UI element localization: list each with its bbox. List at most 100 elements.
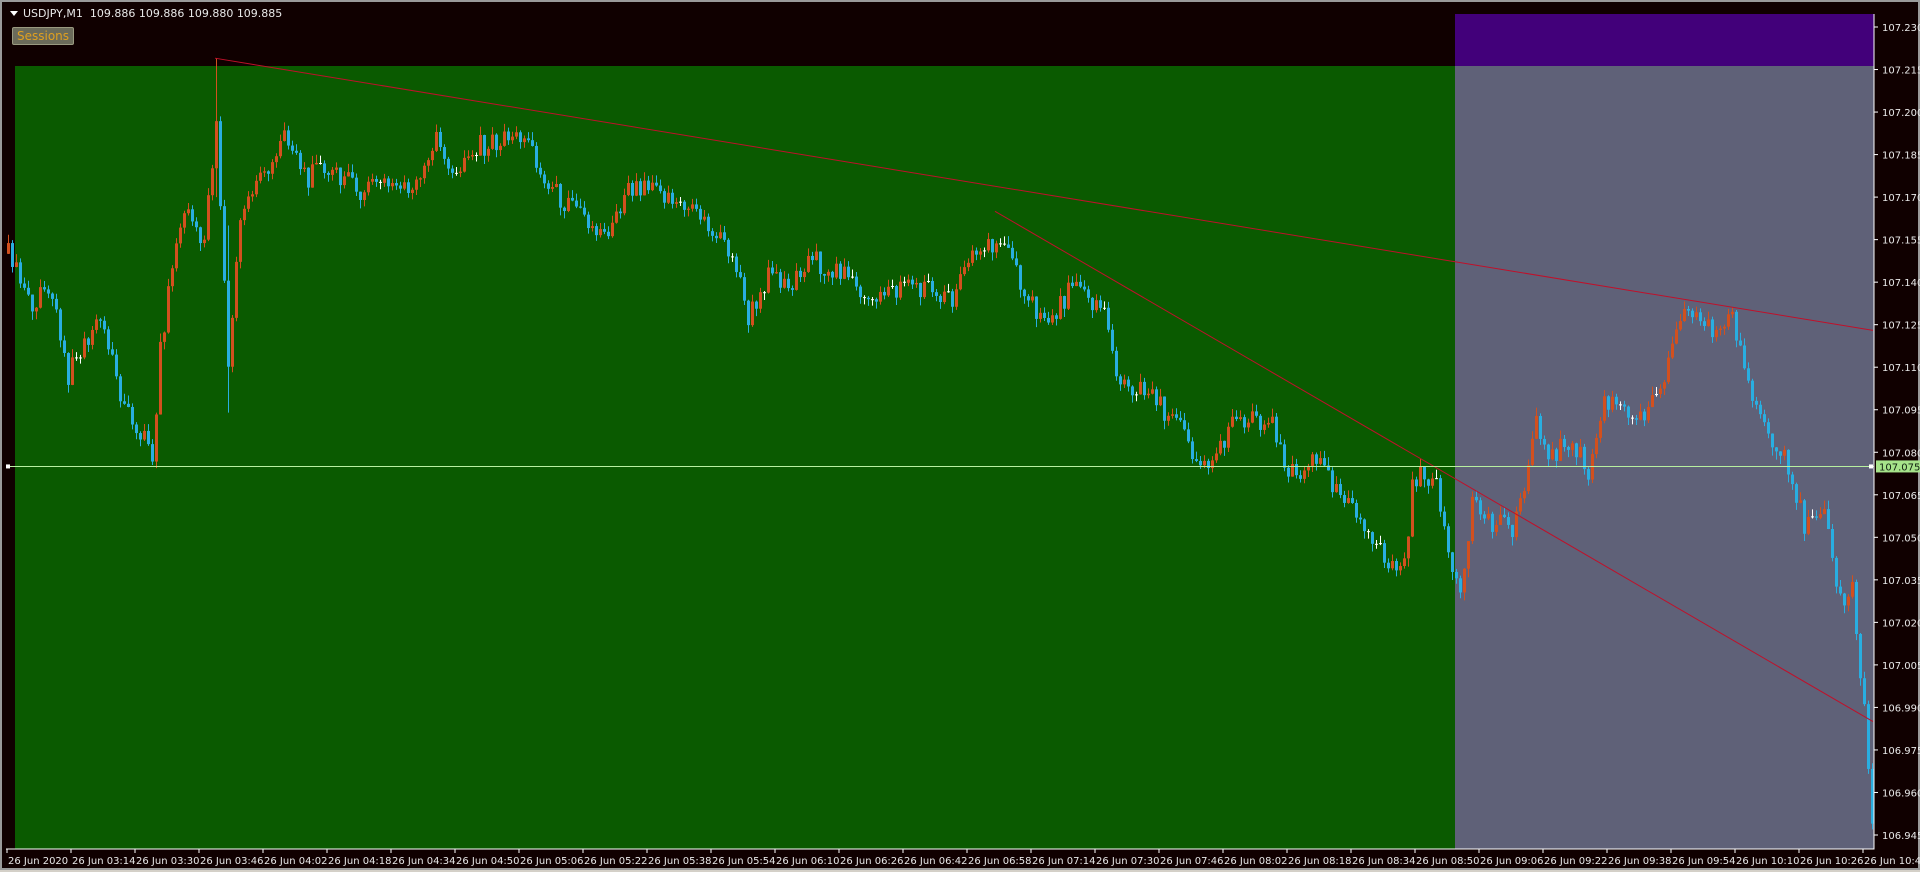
candle-body bbox=[147, 430, 150, 445]
candle-body bbox=[1279, 442, 1282, 445]
candle-body bbox=[819, 251, 822, 275]
candle-body bbox=[1499, 514, 1502, 525]
candle-body bbox=[1435, 478, 1438, 480]
candle-body bbox=[1735, 311, 1738, 341]
candle-body bbox=[1219, 440, 1222, 454]
price-axis-label: 107.020 bbox=[1882, 618, 1920, 629]
candle-body bbox=[119, 376, 122, 402]
candle-body bbox=[211, 168, 214, 196]
time-axis-label: 26 Jun 06:42 bbox=[904, 856, 968, 867]
candle-body bbox=[551, 187, 554, 189]
candle-body bbox=[231, 317, 234, 367]
candle-body bbox=[1535, 415, 1538, 439]
candle-body bbox=[1255, 411, 1258, 416]
ohlc-values: 109.886 109.886 109.880 109.885 bbox=[89, 7, 283, 20]
candle-body bbox=[747, 300, 750, 326]
candle-body bbox=[1351, 498, 1354, 503]
candle-body bbox=[1087, 289, 1090, 298]
candle-body bbox=[79, 357, 82, 359]
candle-body bbox=[1127, 379, 1130, 387]
candle-body bbox=[1835, 557, 1838, 587]
candle-body bbox=[1427, 479, 1430, 486]
candle-body bbox=[1683, 309, 1686, 322]
candle-body bbox=[623, 195, 626, 214]
candle-body bbox=[715, 235, 718, 239]
candle-body bbox=[827, 271, 830, 276]
candle-body bbox=[47, 289, 50, 294]
candle-body bbox=[743, 277, 746, 301]
candle-body bbox=[1643, 411, 1646, 421]
candle-body bbox=[1111, 329, 1114, 351]
time-axis-label: 26 Jun 09:38 bbox=[1608, 856, 1672, 867]
candle-body bbox=[1743, 345, 1746, 369]
candle-body bbox=[495, 134, 498, 151]
candle-body bbox=[651, 182, 654, 191]
candle-body bbox=[51, 293, 54, 299]
candle-body bbox=[7, 243, 10, 254]
candle-body bbox=[711, 231, 714, 236]
candle-body bbox=[371, 178, 374, 182]
candle-body bbox=[99, 319, 102, 321]
candle-body bbox=[911, 279, 914, 285]
candle-body bbox=[1675, 329, 1678, 344]
candle-body bbox=[1767, 422, 1770, 434]
candle-body bbox=[19, 262, 22, 284]
candle-body bbox=[971, 250, 974, 263]
candle-body bbox=[1799, 500, 1802, 503]
candle-body bbox=[1443, 511, 1446, 527]
candle-body bbox=[855, 276, 858, 287]
price-axis-label: 106.975 bbox=[1882, 746, 1920, 757]
candle-body bbox=[1419, 466, 1422, 487]
candle-body bbox=[975, 250, 978, 255]
candle-body bbox=[215, 121, 218, 169]
candle-body bbox=[1463, 568, 1466, 593]
candle-body bbox=[515, 132, 518, 137]
candle-body bbox=[71, 357, 74, 385]
price-axis-label: 106.990 bbox=[1882, 703, 1920, 714]
candle-body bbox=[1195, 459, 1198, 461]
candle-body bbox=[399, 185, 402, 189]
candle-body bbox=[723, 232, 726, 240]
candle-body bbox=[559, 183, 562, 208]
candle-body bbox=[1015, 258, 1018, 266]
dropdown-triangle-icon[interactable] bbox=[10, 11, 18, 16]
price-axis-label: 107.050 bbox=[1882, 533, 1920, 544]
candle-body bbox=[1223, 440, 1226, 448]
candle-body bbox=[1011, 247, 1014, 259]
candle-body bbox=[919, 282, 922, 298]
time-axis-label: 26 Jun 04:02 bbox=[264, 856, 328, 867]
candle-body bbox=[1483, 514, 1486, 519]
candle-body bbox=[1611, 396, 1614, 410]
candle-body bbox=[1771, 433, 1774, 448]
candle-body bbox=[299, 152, 302, 170]
candle-body bbox=[675, 202, 678, 204]
candle-body bbox=[1671, 343, 1674, 358]
candle-body bbox=[995, 243, 998, 253]
candle-body bbox=[255, 180, 258, 195]
candle-body bbox=[835, 263, 838, 278]
candle-body bbox=[1451, 552, 1454, 572]
candle-body bbox=[251, 194, 254, 197]
candle-body bbox=[1039, 312, 1042, 319]
sessions-button[interactable]: Sessions bbox=[12, 27, 75, 45]
candle-body bbox=[939, 295, 942, 303]
candle-body bbox=[799, 270, 802, 278]
candle-body bbox=[959, 274, 962, 290]
candle-body bbox=[779, 272, 782, 288]
candle-body bbox=[1331, 470, 1334, 493]
candle-body bbox=[1387, 562, 1390, 569]
candle-body bbox=[735, 256, 738, 273]
candle-body bbox=[1067, 282, 1070, 309]
candle-body bbox=[323, 163, 326, 173]
candle-body bbox=[699, 208, 702, 220]
candle-body bbox=[619, 211, 622, 214]
price-axis-label: 107.170 bbox=[1882, 193, 1920, 204]
price-axis-label: 107.110 bbox=[1882, 363, 1920, 374]
candle-body bbox=[931, 280, 934, 293]
candle-body bbox=[1335, 484, 1338, 493]
candle-body bbox=[415, 179, 418, 190]
candle-body bbox=[1079, 281, 1082, 287]
candle-body bbox=[1487, 513, 1490, 519]
